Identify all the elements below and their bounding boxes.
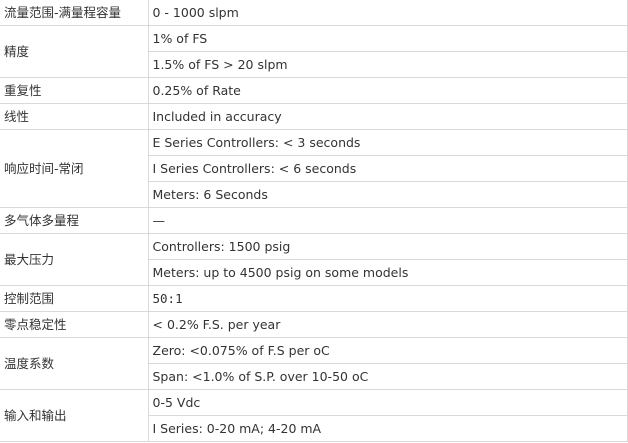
spec-value: 0-5 Vdc	[147, 389, 628, 416]
spec-label: 精度	[0, 25, 149, 78]
spec-label: 最大压力	[0, 233, 149, 286]
spec-value: E Series Controllers: < 3 seconds	[147, 129, 628, 156]
table-row: I Series: 0-20 mA; 4-20 mA	[0, 415, 628, 442]
spec-value: Included in accuracy	[147, 103, 628, 130]
table-row: 输入和输出 0-5 Vdc	[0, 389, 628, 442]
spec-label: 零点稳定性	[0, 311, 149, 338]
spec-label: 重复性	[0, 77, 149, 104]
spec-value: Meters: up to 4500 psig on some models	[148, 259, 628, 286]
table-row: 精度 1% of FS	[0, 25, 628, 78]
spec-label: 温度系数	[0, 337, 149, 390]
spec-value: —	[147, 207, 628, 234]
table-row: Meters: 6 Seconds	[0, 181, 628, 208]
table-row: 线性 Included in accuracy	[0, 103, 628, 130]
table-row: 1.5% of FS > 20 slpm	[0, 51, 628, 78]
table-row: 零点稳定性 < 0.2% F.S. per year	[0, 311, 628, 338]
spec-value: I Series Controllers: < 6 seconds	[148, 155, 628, 182]
spec-label: 多气体多量程	[0, 207, 149, 234]
spec-value: < 0.2% F.S. per year	[147, 311, 628, 338]
spec-label: 控制范围	[0, 285, 149, 312]
table-row: 流量范围-满量程容量 0 - 1000 slpm	[0, 0, 628, 26]
table-row: 重复性 0.25% of Rate	[0, 77, 628, 104]
table-row: 温度系数 Zero: <0.075% of F.S per oC	[0, 337, 628, 390]
spec-value: 50:1	[147, 285, 628, 312]
spec-value: 0.25% of Rate	[147, 77, 628, 104]
spec-label: 流量范围-满量程容量	[0, 0, 149, 26]
spec-value: Controllers: 1500 psig	[147, 233, 628, 260]
spec-label: 线性	[0, 103, 149, 130]
table-row: 响应时间-常闭 E Series Controllers: < 3 seconds	[0, 129, 628, 208]
spec-value: 0 - 1000 slpm	[147, 0, 628, 26]
spec-value: I Series: 0-20 mA; 4-20 mA	[148, 415, 628, 442]
table-row: I Series Controllers: < 6 seconds	[0, 155, 628, 182]
spec-label: 输入和输出	[0, 389, 149, 442]
table-row: Meters: up to 4500 psig on some models	[0, 259, 628, 286]
table-row: 控制范围 50:1	[0, 285, 628, 312]
spec-value: Meters: 6 Seconds	[148, 181, 628, 208]
spec-label: 响应时间-常闭	[0, 129, 149, 208]
spec-value: 1% of FS	[147, 25, 628, 52]
spec-value: 1.5% of FS > 20 slpm	[148, 51, 628, 78]
spec-value: Span: <1.0% of S.P. over 10-50 oC	[148, 363, 628, 390]
spec-value: Zero: <0.075% of F.S per oC	[147, 337, 628, 364]
table-row: Span: <1.0% of S.P. over 10-50 oC	[0, 363, 628, 390]
table-row: 最大压力 Controllers: 1500 psig	[0, 233, 628, 286]
table-row: 多气体多量程 —	[0, 207, 628, 234]
